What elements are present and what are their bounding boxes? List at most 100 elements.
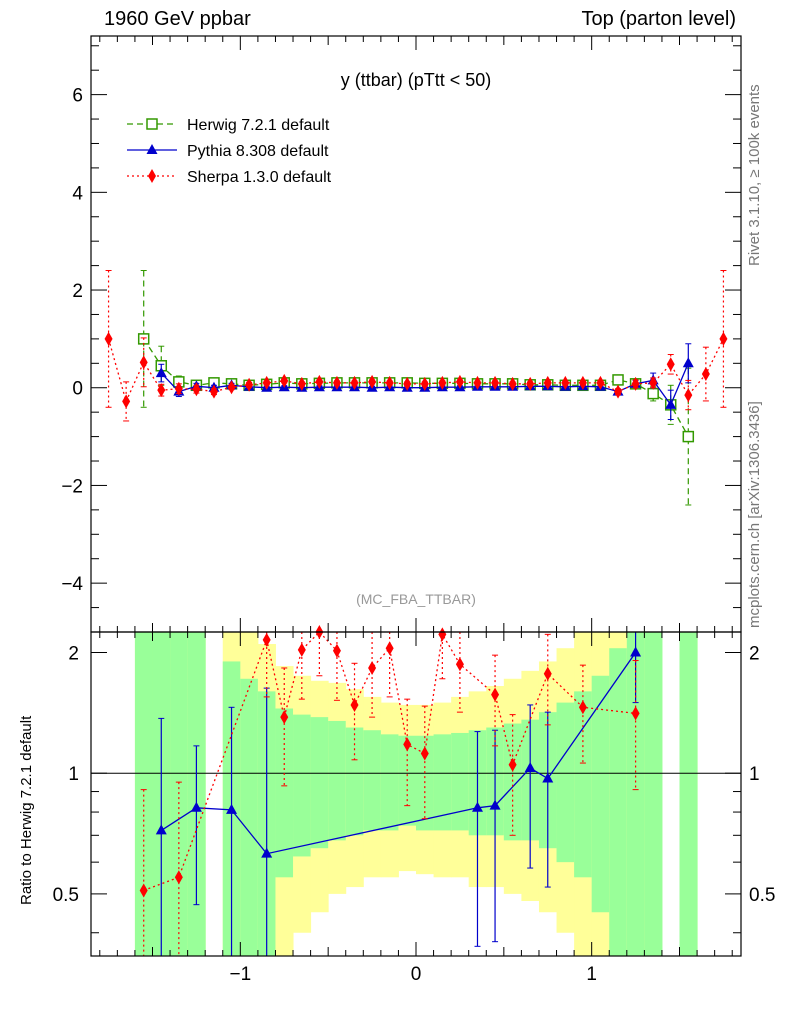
sherpa-point — [508, 757, 517, 772]
y-tick-label: −2 — [61, 476, 83, 497]
main-series-sherpa — [104, 269, 728, 422]
sherpa-point — [631, 706, 640, 721]
green-band-bin — [134, 632, 153, 956]
ratio-y-tick-label-right: 0.5 — [749, 885, 775, 906]
sherpa-point — [508, 376, 517, 391]
pythia-point — [190, 801, 202, 812]
herwig-point — [612, 374, 624, 386]
sherpa-point — [578, 375, 587, 390]
y-tick-label: 0 — [72, 379, 83, 400]
process-label: Top (parton level) — [581, 8, 736, 30]
green-band-bin — [644, 632, 663, 956]
sherpa-point — [280, 373, 289, 388]
sherpa-point — [491, 375, 500, 390]
sherpa-point — [438, 375, 447, 390]
y-tick-label: −4 — [61, 574, 83, 595]
green-band-bin — [591, 675, 610, 913]
pythia-point — [471, 801, 483, 812]
beam-label: 1960 GeV ppbar — [104, 8, 251, 30]
green-band-bin — [328, 720, 347, 841]
green-band-bin — [345, 727, 364, 836]
green-band-bin — [433, 734, 452, 831]
legend-marker — [146, 118, 158, 130]
x-tick-label: −1 — [229, 964, 251, 985]
green-band-bin — [679, 632, 698, 956]
herwig-point — [647, 387, 659, 400]
sherpa-point — [561, 375, 570, 390]
sherpa-point — [649, 375, 658, 390]
sherpa-point — [297, 376, 306, 391]
plot-title: y (ttbar) (pTtt < 50) — [341, 70, 492, 90]
green-band-bin — [574, 691, 593, 878]
sherpa-point — [403, 737, 412, 752]
sherpa-point — [631, 376, 640, 391]
sherpa-point — [332, 643, 341, 658]
sherpa-point — [543, 666, 552, 681]
legend-label: Pythia 8.308 default — [187, 143, 329, 160]
sherpa-point — [245, 377, 254, 392]
green-band-bin — [293, 714, 312, 857]
pythia-point — [682, 357, 694, 368]
ratio-uncertainty-bands — [134, 632, 698, 956]
sherpa-point — [139, 883, 148, 898]
x-tick-label: 1 — [586, 964, 597, 985]
analysis-watermark: (MC_FBA_TTBAR) — [356, 591, 476, 607]
sherpa-point — [666, 357, 675, 372]
ratio-series-pythia — [155, 631, 642, 957]
sherpa-point — [174, 381, 183, 396]
sherpa-point — [122, 394, 131, 409]
green-band-bin — [240, 678, 259, 956]
y-tick-label: 2 — [72, 281, 83, 302]
pythia-point — [630, 646, 642, 657]
sherpa-point — [297, 642, 306, 657]
sherpa-point — [385, 375, 394, 390]
legend-marker — [146, 144, 158, 154]
sherpa-point — [526, 376, 535, 391]
sherpa-point — [350, 697, 359, 712]
x-axis-ticks: −1 0 1 — [99, 36, 733, 985]
legend-label: Sherpa 1.3.0 default — [187, 169, 332, 186]
legend: Herwig 7.2.1 default Pythia 8.308 default… — [127, 117, 332, 186]
sherpa-point — [614, 384, 623, 399]
main-y-axis-ticks: −4 −2 0 2 4 6 — [61, 45, 741, 633]
sherpa-point — [368, 374, 377, 389]
sherpa-point — [368, 660, 377, 675]
legend-label: Herwig 7.2.1 default — [187, 117, 330, 134]
green-band-bin — [556, 702, 575, 863]
green-band-bin — [609, 648, 628, 956]
sherpa-point — [104, 331, 113, 346]
pythia-point — [155, 824, 167, 835]
green-band-bin — [363, 730, 382, 831]
pythia-point — [226, 803, 238, 814]
herwig-point — [682, 430, 695, 443]
sherpa-point — [139, 355, 148, 370]
green-band-bin — [503, 723, 522, 841]
rivet-version-label: Rivet 3.1.10, ≥ 100k events — [746, 84, 763, 266]
sherpa-point — [262, 375, 271, 390]
sherpa-point — [227, 380, 236, 395]
sherpa-point — [174, 870, 183, 885]
sherpa-point — [262, 632, 271, 647]
legend-marker — [148, 169, 156, 183]
sherpa-point — [543, 375, 552, 390]
pythia-point — [542, 772, 554, 783]
ratio-y-axis-ticks: 0.5 0.5 1 1 2 2 — [53, 644, 775, 934]
sherpa-point — [157, 383, 166, 398]
ratio-y-axis-label: Ratio to Herwig 7.2.1 default — [18, 715, 35, 905]
y-tick-label: 4 — [72, 183, 83, 204]
ratio-y-tick-label-left: 2 — [68, 644, 79, 665]
green-band-bin — [310, 717, 329, 849]
green-band-bin — [451, 732, 470, 831]
green-band-bin — [275, 708, 294, 878]
x-tick-label: 0 — [411, 964, 422, 985]
series-line — [107, 338, 724, 404]
sherpa-point — [719, 331, 728, 346]
mcplots-reference-label: mcplots.cern.ch [arXiv:1306.3436] — [746, 401, 763, 628]
sherpa-point — [438, 627, 447, 642]
sherpa-point — [420, 746, 429, 761]
pythia-point — [261, 847, 273, 858]
pythia-point — [665, 398, 677, 409]
ratio-y-tick-label-right: 2 — [749, 644, 760, 665]
pythia-point — [489, 799, 501, 810]
